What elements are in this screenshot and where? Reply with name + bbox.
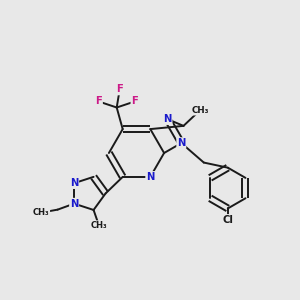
Text: F: F: [116, 85, 123, 94]
Text: F: F: [131, 97, 138, 106]
Text: N: N: [163, 114, 172, 124]
Text: N: N: [146, 172, 154, 182]
Text: F: F: [95, 97, 102, 106]
Text: CH₃: CH₃: [33, 208, 50, 217]
Text: CH₃: CH₃: [91, 221, 107, 230]
Text: N: N: [70, 178, 78, 188]
Text: N: N: [177, 138, 185, 148]
Text: Cl: Cl: [222, 215, 233, 225]
Text: CH₃: CH₃: [191, 106, 209, 115]
Text: N: N: [70, 199, 78, 208]
